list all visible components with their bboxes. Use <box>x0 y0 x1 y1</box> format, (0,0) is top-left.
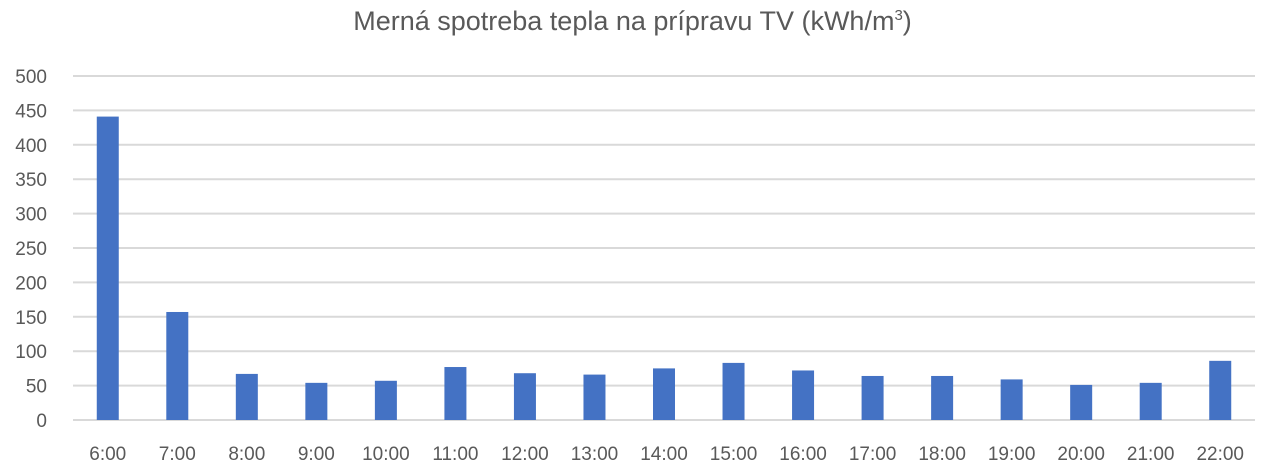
bar-9-00 <box>305 382 328 420</box>
y-tick-label: 300 <box>15 205 47 226</box>
y-tick-label: 50 <box>26 377 47 398</box>
bar-16-00 <box>792 370 815 420</box>
x-tick-label: 15:00 <box>710 444 758 465</box>
bar-18-00 <box>931 375 954 420</box>
x-tick-label: 11:00 <box>432 444 478 465</box>
y-tick-label: 350 <box>15 170 47 191</box>
y-tick-label: 250 <box>15 239 47 260</box>
y-tick-label: 150 <box>15 308 47 329</box>
x-tick-label: 21:00 <box>1127 444 1175 465</box>
bar-21-00 <box>1139 382 1162 420</box>
bar-11-00 <box>444 367 467 420</box>
y-tick-label: 200 <box>15 273 47 294</box>
y-tick-label: 100 <box>15 342 47 363</box>
bar-8-00 <box>235 373 258 420</box>
x-tick-label: 7:00 <box>159 444 196 465</box>
bar-14-00 <box>653 368 675 420</box>
x-tick-label: 14:00 <box>640 444 688 465</box>
bar-7-00 <box>166 311 189 420</box>
bar-13-00 <box>583 374 606 420</box>
bar-6-00 <box>96 116 119 420</box>
bar-12-00 <box>513 373 536 420</box>
x-tick-label: 20:00 <box>1057 444 1105 465</box>
y-tick-label: 0 <box>36 411 47 432</box>
bar-20-00 <box>1070 384 1093 420</box>
chart-title: Merná spotreba tepla na prípravu TV (kWh… <box>353 6 912 36</box>
x-tick-label: 12:00 <box>501 444 549 465</box>
x-tick-label: 10:00 <box>362 444 410 465</box>
bar-22-00 <box>1209 360 1232 420</box>
y-tick-label: 400 <box>15 136 47 157</box>
x-tick-label: 19:00 <box>988 444 1036 465</box>
bar-17-00 <box>861 375 884 420</box>
bar-15-00 <box>722 362 745 420</box>
y-tick-label: 500 <box>15 67 47 88</box>
bar-10-00 <box>374 380 397 420</box>
y-tick-label: 450 <box>15 101 47 122</box>
title-superscript: 3 <box>894 7 903 24</box>
x-tick-label: 18:00 <box>918 444 966 465</box>
x-tick-label: 13:00 <box>571 444 619 465</box>
bar-19-00 <box>1000 379 1023 420</box>
x-tick-label: 17:00 <box>849 444 897 465</box>
x-tick-label: 22:00 <box>1196 444 1244 465</box>
x-tick-label: 8:00 <box>228 444 265 465</box>
x-tick-label: 16:00 <box>779 444 827 465</box>
x-tick-label: 6:00 <box>89 444 126 465</box>
x-tick-label: 9:00 <box>298 444 335 465</box>
